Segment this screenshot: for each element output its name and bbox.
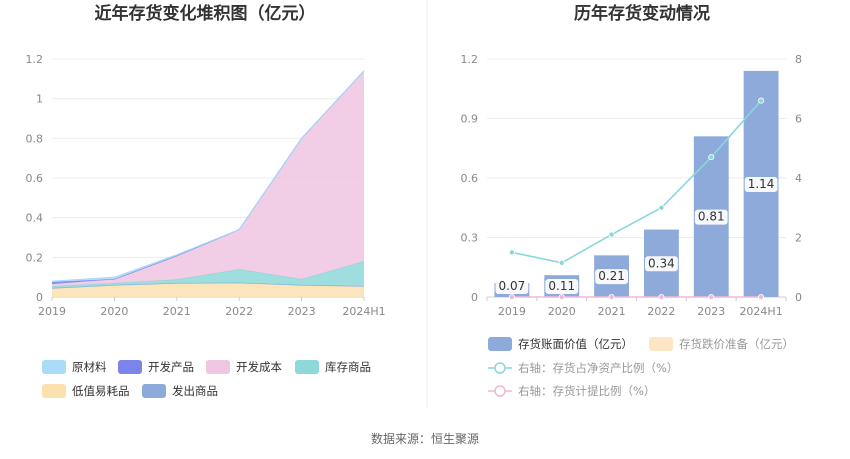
left-y-tick-label: 0 (36, 291, 43, 304)
left-legend-item: 原材料 (42, 360, 107, 374)
right-y2-tick-label: 4 (795, 172, 802, 185)
bar-label-bg (694, 209, 728, 225)
right-legend-item: 存货账面价值（亿元） (488, 337, 633, 351)
right-chart-title: 历年存货变动情况 (574, 3, 710, 24)
right-y-tick-label: 0.3 (461, 232, 479, 245)
right-y-tick-label: 0.6 (461, 172, 479, 185)
line-point (708, 154, 715, 161)
right-x-tick-label: 2019 (498, 305, 526, 318)
legend-label: 存货跌价准备（亿元） (679, 337, 794, 351)
bar-value-label: 0.81 (698, 210, 725, 224)
legend-marker (494, 385, 506, 397)
left-legend-item: 开发成本 (206, 360, 282, 374)
left-y-tick-label: 1.2 (26, 53, 44, 66)
legend-label: 原材料 (72, 360, 107, 374)
legend-swatch (488, 337, 512, 351)
line-point (608, 293, 615, 300)
left-legend-item: 发出商品 (142, 384, 218, 398)
legend-label: 低值易耗品 (72, 384, 130, 398)
left-legend-item: 开发产品 (118, 360, 194, 374)
right-x-tick-label: 2021 (598, 305, 626, 318)
line-point (558, 293, 565, 300)
right-legend-item: 存货跌价准备（亿元） (649, 337, 794, 351)
right-legend-item: 右轴：存货计提比例（%） (488, 384, 655, 398)
legend-swatch (142, 384, 166, 398)
left-chart-title: 近年存货变化堆积图（亿元） (95, 3, 316, 24)
legend-swatch (206, 360, 230, 374)
legend-label: 右轴：存货占净资产比例（%） (518, 361, 678, 375)
legend-label: 发出商品 (172, 384, 218, 398)
left-legend-item: 低值易耗品 (42, 384, 130, 398)
left-x-tick-label: 2021 (163, 305, 191, 318)
bar-value-label: 0.34 (648, 256, 675, 270)
right-y-tick-label: 0 (471, 291, 478, 304)
left-y-tick-label: 0.2 (26, 251, 44, 264)
left-legend-item: 库存商品 (295, 360, 371, 374)
bar-label-bg (595, 269, 628, 285)
bar-label-bg (645, 256, 678, 272)
right-x-tick-label: 2020 (548, 305, 576, 318)
line-point (608, 231, 615, 238)
right-y2-tick-label: 0 (795, 291, 802, 304)
left-y-tick-label: 1 (36, 93, 43, 106)
legend-swatch (42, 360, 66, 374)
area-series-edge-原材料 (51, 70, 365, 282)
area-series-低值易耗品 (52, 282, 364, 297)
legend-label: 右轴：存货计提比例（%） (518, 384, 655, 398)
bar-value-label: 0.21 (598, 269, 625, 283)
legend-swatch (295, 360, 319, 374)
bar-value-label: 0.11 (548, 279, 575, 293)
line-point (658, 293, 665, 300)
line-point (708, 293, 715, 300)
legend-label: 存货账面价值（亿元） (518, 337, 633, 351)
bar-label-bg (744, 176, 778, 192)
left-x-tick-label: 2024H1 (342, 305, 385, 318)
right-y2-tick-label: 6 (795, 113, 802, 126)
left-y-tick-label: 0.6 (26, 172, 44, 185)
left-x-tick-label: 2023 (288, 305, 316, 318)
right-x-tick-label: 2024H1 (739, 305, 782, 318)
left-y-tick-label: 0.4 (26, 212, 44, 225)
left-x-tick-label: 2022 (225, 305, 253, 318)
line-point (658, 204, 665, 211)
right-y-tick-label: 0.9 (461, 113, 479, 126)
right-legend-item: 右轴：存货占净资产比例（%） (488, 361, 678, 375)
bar-value-label: 1.14 (748, 177, 775, 191)
bar-value-label: 0.07 (499, 279, 526, 293)
line-point (508, 293, 515, 300)
left-y-tick-label: 0.8 (26, 132, 44, 145)
bar-label-bg (545, 279, 579, 294)
legend-swatch (649, 337, 673, 351)
right-x-tick-label: 2023 (697, 305, 725, 318)
bar-label-bg (495, 279, 529, 294)
legend-marker (494, 362, 506, 374)
right-x-tick-label: 2022 (647, 305, 675, 318)
line-point (758, 97, 765, 104)
area-series-开发成本 (52, 70, 364, 287)
left-x-tick-label: 2020 (100, 305, 128, 318)
bar-line-chart: 历年存货变动情况 0.07 0.11 0.21 0.34 0.81 1.14 0 0.3 0.… (461, 3, 803, 398)
line-point (758, 293, 765, 300)
legend-swatch (42, 384, 66, 398)
legend-swatch (118, 360, 142, 374)
legend-label: 开发产品 (148, 360, 194, 374)
data-source-note: 数据来源：恒生聚源 (371, 431, 479, 446)
stacked-area-chart: 近年存货变化堆积图（亿元） 0 0.2 0.4 0.6 0.8 1 1.2 2019 2020… (26, 3, 386, 398)
left-x-tick-label: 2019 (38, 305, 66, 318)
line-series-右轴：存货占净资产比例（%） (511, 100, 762, 264)
right-y2-tick-label: 8 (795, 53, 802, 66)
right-y2-tick-label: 2 (795, 232, 802, 245)
line-point (558, 259, 565, 266)
legend-label: 开发成本 (236, 360, 282, 374)
line-point (508, 249, 515, 256)
legend-label: 库存商品 (325, 360, 371, 374)
right-y-tick-label: 1.2 (461, 53, 479, 66)
